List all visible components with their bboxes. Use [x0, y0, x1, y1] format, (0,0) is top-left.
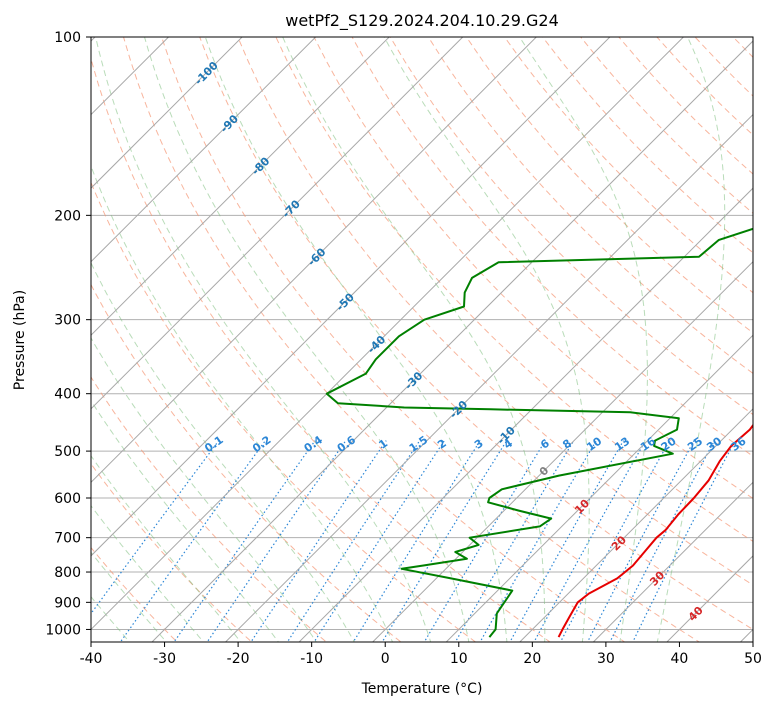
mixing-ratio-line: [609, 440, 716, 642]
dry-adiabat: [199, 37, 753, 630]
isotherms: [91, 37, 753, 642]
y-tick-label: 1000: [45, 622, 81, 638]
mixing-ratio-line: [454, 440, 575, 642]
dry-adiabat: [313, 37, 753, 500]
isobar-grid: [91, 37, 753, 630]
mixing-ratio-line: [479, 440, 597, 642]
isotherm-line: [91, 37, 317, 263]
isotherm-line: [91, 37, 538, 484]
chart-title: wetPf2_S129.2024.204.10.29.G24: [285, 11, 559, 31]
mixing-ratio-line: [91, 440, 220, 615]
mixing-ratio-line: [586, 440, 695, 642]
moist-adiabat: [144, 37, 470, 642]
y-tick-label: 800: [54, 565, 81, 581]
dry-adiabat: [91, 463, 253, 642]
moist-adiabat: [91, 455, 242, 642]
dry-adiabat: [91, 546, 178, 642]
plot-background: [91, 37, 753, 642]
isotherm-line: [91, 37, 685, 631]
isotherm-line: [224, 113, 753, 642]
mixing-ratio-line: [533, 440, 647, 642]
mixing-ratio-line: [286, 440, 421, 642]
dry-adiabat: [91, 181, 477, 642]
temperature-profile-line: [557, 423, 753, 638]
moist-adiabat: [91, 164, 394, 642]
dry-adiabat: [122, 37, 626, 642]
moist-adiabat: [204, 37, 508, 642]
y-tick-label: 700: [54, 531, 81, 547]
mixing-ratio-line: [423, 440, 546, 642]
moist-adiabat: [91, 596, 131, 642]
isotherm-line: [592, 481, 753, 642]
dry-adiabat: [237, 37, 753, 586]
isotherm-line: [91, 37, 243, 189]
isotherm-line: [91, 37, 390, 336]
y-axis: 100 200 300 400 500 600 700 800 900 1000: [45, 30, 91, 638]
isotherm-line: [298, 187, 753, 642]
mixing-ratio-line: [352, 440, 481, 642]
isotherm-line: [91, 37, 611, 557]
moist-adiabat: [91, 399, 280, 642]
x-axis: -40 -30 -20 -10 0 10 20 30 40 50: [80, 642, 762, 667]
moist-adiabat: [91, 551, 168, 642]
y-tick-label: 200: [54, 208, 81, 224]
y-tick-label: 100: [54, 30, 81, 46]
mixing-ratio-line: [313, 440, 445, 642]
dewpoint-profile-line: [325, 227, 753, 638]
moist-adiabat: [91, 337, 317, 642]
x-tick-label: -10: [300, 651, 323, 667]
y-tick-label: 600: [54, 491, 81, 507]
moist-adiabat: [91, 261, 355, 642]
moist-adiabat: [91, 504, 205, 642]
x-tick-label: 30: [597, 651, 615, 667]
x-tick-label: 10: [450, 651, 468, 667]
isotherm-line: [151, 40, 753, 642]
isotherm-line: [445, 334, 753, 642]
dry-adiabat: [91, 376, 328, 642]
mixing-ratio-line: [119, 440, 266, 642]
x-tick-label: 50: [744, 651, 762, 667]
y-tick-label: 300: [54, 313, 81, 329]
x-tick-label: -30: [153, 651, 176, 667]
dry-adiabat: [91, 56, 551, 642]
moist-adiabat: [282, 37, 546, 642]
x-tick-label: 40: [671, 651, 689, 667]
x-tick-label: -20: [227, 651, 250, 667]
x-tick-label: -40: [80, 651, 103, 667]
plot-frame: [90, 36, 754, 643]
y-tick-label: 500: [54, 444, 81, 460]
isotherm-line: [519, 408, 753, 642]
moist-adiabats: [91, 37, 726, 642]
isotherm-line: [91, 37, 464, 410]
x-axis-title: Temperature (°C): [361, 681, 483, 697]
mixing-ratio-lines: [91, 440, 736, 642]
moist-adiabat: [656, 37, 726, 642]
dry-adiabat: [389, 37, 753, 416]
dry-adiabat: [503, 37, 753, 294]
mixing-ratio-line: [632, 440, 736, 642]
mixing-ratio-line: [559, 440, 671, 642]
y-tick-label: 400: [54, 387, 81, 403]
x-tick-label: 0: [381, 651, 390, 667]
x-tick-label: 20: [523, 651, 541, 667]
sounding-series: [325, 227, 753, 638]
moist-adiabat: [383, 37, 590, 642]
dry-adiabat: [161, 37, 701, 642]
isotherm-line: [371, 260, 753, 642]
moist-adiabat: [519, 37, 648, 642]
y-tick-label: 900: [54, 595, 81, 611]
dry-adiabats: [91, 37, 753, 642]
moist-adiabat: [95, 37, 432, 642]
y-axis-title: Pressure (hPa): [12, 290, 28, 390]
plot-area: -100-90-80-70-60-50-40-30-20-10010203040…: [91, 37, 753, 642]
mixing-ratio-line: [509, 440, 625, 642]
mixing-ratio-line: [250, 440, 387, 642]
dry-adiabat: [91, 283, 402, 642]
dry-adiabat: [351, 37, 753, 457]
